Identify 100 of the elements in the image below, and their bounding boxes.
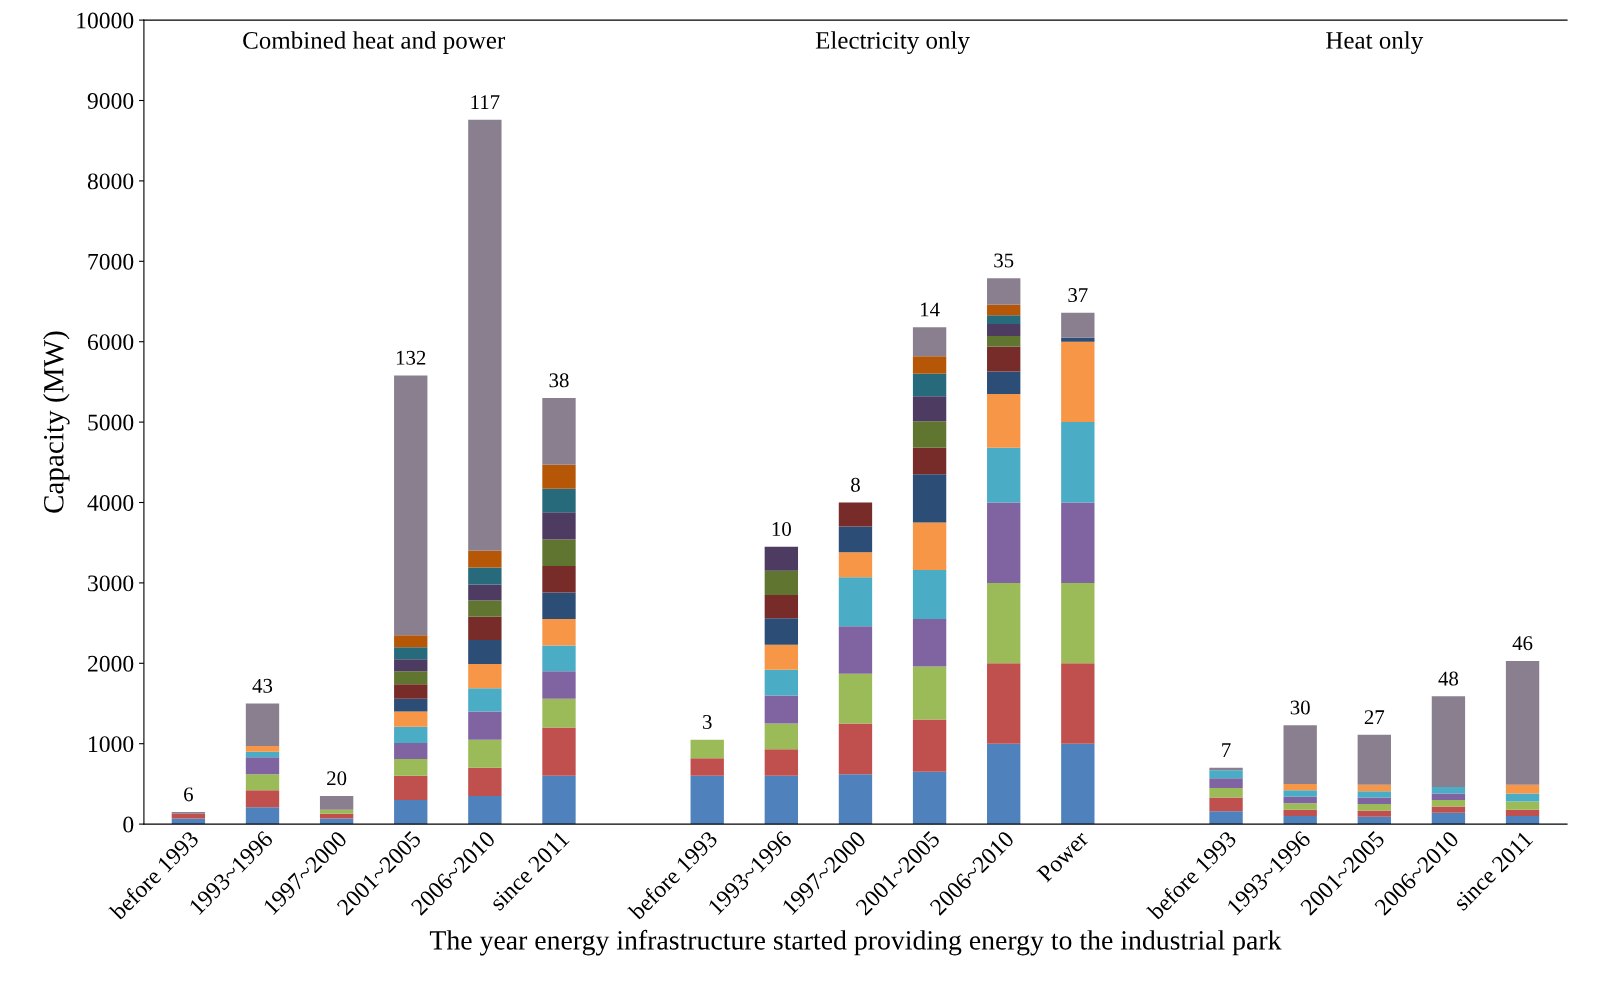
- bar: [394, 775, 428, 800]
- y-tick-label: 10000: [77, 12, 134, 29]
- bar: [1061, 582, 1095, 664]
- bar: [394, 698, 428, 712]
- bar: [912, 396, 947, 422]
- bar: [394, 659, 428, 672]
- bar: [1357, 804, 1391, 811]
- bar: [542, 488, 576, 513]
- bar: [838, 626, 873, 674]
- bar: [987, 582, 1021, 664]
- bar: [468, 584, 502, 601]
- bar: [394, 799, 428, 825]
- bar: [912, 421, 947, 448]
- bar: [542, 464, 576, 489]
- bar: [468, 616, 502, 640]
- bar: [1061, 502, 1095, 583]
- bar: [1431, 806, 1466, 813]
- bar: [394, 711, 428, 727]
- bar: [690, 739, 724, 759]
- bar: [838, 526, 873, 553]
- bar: [1209, 778, 1243, 788]
- bar: [245, 757, 280, 775]
- bar: [468, 664, 502, 689]
- bar: [1431, 793, 1466, 800]
- annotation: 37: [1068, 288, 1088, 303]
- bar: [1061, 341, 1095, 423]
- bar: [1283, 796, 1317, 804]
- bar: [1061, 312, 1095, 338]
- bar: [1357, 734, 1391, 785]
- bar: [690, 775, 724, 825]
- y-axis-title: Capacity (MW): [43, 331, 70, 513]
- bar: [468, 767, 502, 796]
- annotation: 6: [184, 787, 193, 802]
- bar: [394, 758, 428, 776]
- y-tick-label: 9000: [87, 92, 134, 109]
- annotation: 48: [1438, 671, 1459, 686]
- bar: [468, 795, 502, 825]
- bar: [912, 447, 947, 475]
- y-tick-label: 0: [123, 816, 134, 833]
- bar: [764, 594, 799, 619]
- bar: [987, 663, 1021, 744]
- bar: [838, 577, 873, 627]
- bar: [542, 698, 576, 728]
- y-tick-label: 8000: [87, 173, 134, 190]
- bar: [838, 723, 873, 775]
- bar: [1505, 784, 1540, 794]
- annotation: 14: [921, 302, 940, 317]
- bar: [987, 304, 1021, 316]
- bar: [764, 618, 799, 645]
- bar: [394, 726, 428, 743]
- bar: [468, 739, 502, 768]
- bar: [542, 645, 576, 672]
- bar: [987, 502, 1021, 583]
- bar: [764, 695, 799, 724]
- annotation: 46: [1512, 636, 1533, 651]
- bar: [838, 673, 873, 724]
- annotation: 10: [772, 522, 791, 537]
- bar: [1431, 787, 1466, 794]
- bar: [912, 619, 947, 667]
- bar: [764, 669, 799, 696]
- bar: [245, 790, 280, 808]
- bar: [468, 688, 502, 712]
- y-tick-label: 3000: [88, 575, 134, 592]
- bar: [468, 567, 502, 585]
- y-tick-label: 1000: [89, 736, 134, 753]
- bar: [912, 327, 947, 357]
- bar: [987, 393, 1021, 448]
- bar: [542, 671, 576, 699]
- bar: [1505, 793, 1540, 802]
- bar: [912, 666, 947, 720]
- bar: [394, 671, 428, 685]
- bar: [987, 336, 1021, 347]
- bar: [1283, 725, 1317, 784]
- bar: [542, 566, 576, 593]
- bar: [542, 619, 576, 646]
- bar: [468, 119, 502, 551]
- bar: [764, 749, 799, 776]
- bar: [987, 278, 1021, 305]
- bar: [1061, 663, 1095, 744]
- bar: [838, 502, 873, 527]
- bar: [394, 742, 428, 759]
- bar: [912, 719, 947, 772]
- bar: [542, 592, 576, 620]
- bar: [1431, 696, 1466, 788]
- bar: [1061, 743, 1095, 825]
- annotation: 8: [851, 477, 860, 492]
- bar: [912, 771, 947, 825]
- annotation: 35: [994, 253, 1014, 268]
- y-tick-label: 2000: [88, 655, 134, 672]
- bar: [1505, 801, 1540, 810]
- bar: [764, 775, 799, 825]
- annotation: 30: [1290, 700, 1310, 715]
- annotation: Combined heat and power: [243, 31, 506, 54]
- bar: [987, 324, 1021, 337]
- bar: [319, 809, 354, 814]
- bar: [1357, 797, 1391, 804]
- bar: [468, 639, 502, 665]
- annotation: 3: [703, 715, 712, 730]
- bar: [838, 552, 873, 578]
- bar: [912, 522, 947, 571]
